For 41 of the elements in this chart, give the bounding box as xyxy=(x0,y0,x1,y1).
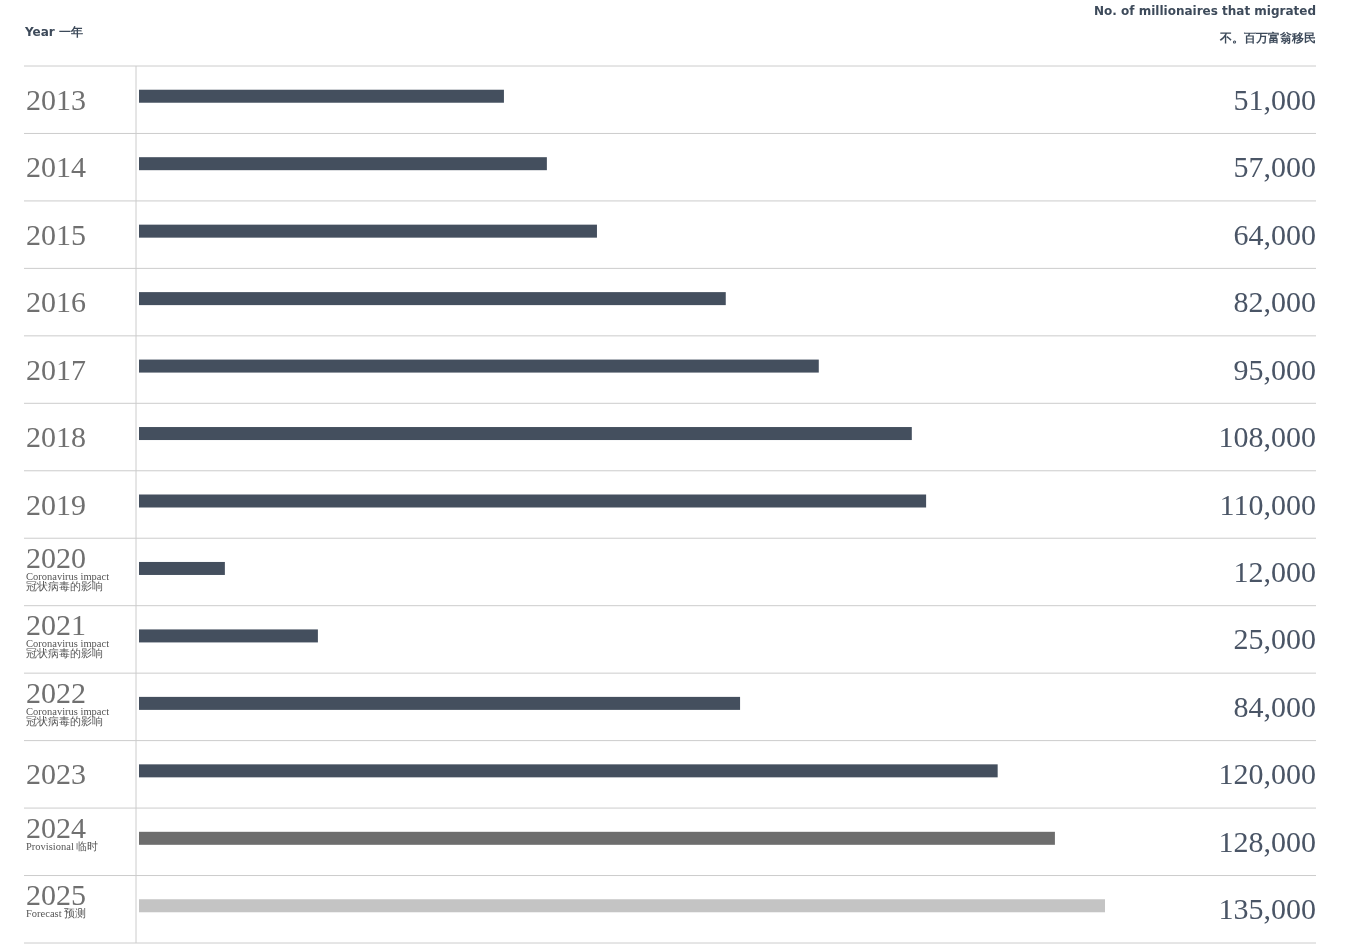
bar xyxy=(139,561,225,575)
bar xyxy=(139,494,927,508)
bar xyxy=(139,89,504,103)
data-label: 108,000 xyxy=(1218,420,1316,454)
y-tick-label: 2017 xyxy=(26,352,86,386)
y-tick-label: 2015 xyxy=(26,217,86,251)
data-label: 51,000 xyxy=(1233,82,1316,116)
data-label: 25,000 xyxy=(1233,622,1316,656)
y-tick-label: 2021 Coronavirus impact 冠状病毒的影响 xyxy=(26,608,110,660)
x-axis-title: No. of millionaires that migrated 不。百万富翁移民 xyxy=(1094,4,1316,45)
y-axis-title: Year 一年 xyxy=(24,25,83,39)
data-label: 135,000 xyxy=(1218,892,1316,926)
bar xyxy=(139,157,547,171)
bar xyxy=(139,831,1055,845)
bar xyxy=(139,292,726,306)
y-tick-label: 2023 xyxy=(26,757,86,791)
y-tick-label: 2014 xyxy=(26,150,86,184)
y-tick-label: 2018 xyxy=(26,420,86,454)
bar xyxy=(139,224,597,238)
y-tick-label: 2025 Forecast 预测 xyxy=(26,878,87,920)
y-tick-label: 2013 xyxy=(26,82,86,116)
y-tick-label: 2024 Provisional 临时 xyxy=(26,810,99,852)
bar xyxy=(139,427,912,441)
data-label: 128,000 xyxy=(1218,824,1316,858)
bar xyxy=(139,629,318,643)
bar xyxy=(139,899,1105,913)
data-label: 57,000 xyxy=(1233,150,1316,184)
bar xyxy=(139,359,819,373)
bar xyxy=(139,764,998,778)
y-tick-label: 2022 Coronavirus impact 冠状病毒的影响 xyxy=(26,675,110,727)
data-label: 120,000 xyxy=(1218,757,1316,791)
data-label: 84,000 xyxy=(1233,689,1316,723)
data-label: 95,000 xyxy=(1233,352,1316,386)
data-label: 64,000 xyxy=(1233,217,1316,251)
y-tick-label: 2020 Coronavirus impact 冠状病毒的影响 xyxy=(26,540,110,592)
data-label: 82,000 xyxy=(1233,285,1316,319)
data-label: 110,000 xyxy=(1219,487,1316,521)
bar xyxy=(139,696,741,710)
y-tick-label: 2019 xyxy=(26,487,86,521)
y-tick-label: 2016 xyxy=(26,285,86,319)
data-label: 12,000 xyxy=(1233,554,1316,588)
